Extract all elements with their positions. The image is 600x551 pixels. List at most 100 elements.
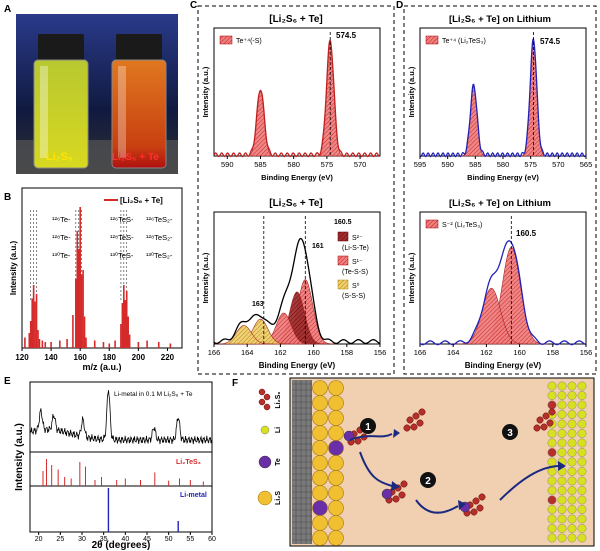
li2s-sphere [328, 425, 344, 441]
arrow-step-1-head [393, 429, 400, 438]
lithium-atom [567, 448, 577, 457]
li2s-sphere [312, 485, 328, 501]
panel-c-top-legend-swatch [219, 35, 233, 45]
x-tick-label: 580 [287, 160, 300, 169]
sulfur-atom [533, 424, 541, 432]
panel-c-letter: C [190, 0, 197, 11]
panel-b-tes2-130: ¹³⁰TeS₂- [146, 251, 173, 260]
x-tick-label: 156 [580, 348, 593, 357]
panel-d-letter: D [396, 0, 403, 11]
panel-c-top-title: [Li₂S₆ + Te] [269, 14, 323, 25]
panel-c-top-ylabel: Intensity (a.u.) [201, 66, 210, 117]
panel-d-top-ticks: 595 590 585 580 575 570 565 [414, 156, 593, 169]
panel-b-ylabel: Intensity (a.u.) [9, 241, 18, 296]
x-tick-label: 158 [341, 348, 354, 357]
step-3-number: 3 [507, 428, 513, 439]
li2s-sphere [312, 440, 328, 456]
panel-c-bottom-title: [Li₂S₆ + Te] [269, 198, 323, 209]
envelope-line [213, 237, 381, 345]
lithium-atom [567, 467, 577, 476]
x-tick-label: 120 [15, 353, 29, 362]
envelope-line [419, 240, 587, 346]
panel-d: D [Li₂S₆ + Te] on Lithium Te⁺⁴ (Li₂TeS₃)… [396, 0, 597, 375]
vial-right-cap [116, 34, 162, 60]
panel-d-top-peak-label: 574.5 [540, 37, 561, 46]
x-tick-label: 585 [254, 160, 267, 169]
li2s-sphere [312, 380, 328, 396]
x-tick-label: 166 [208, 348, 221, 357]
lithium-atom [567, 533, 577, 543]
sulfur-atom [546, 419, 554, 427]
te-atom [312, 500, 328, 516]
lithium-atom [547, 505, 557, 514]
sulfur-atom [410, 423, 418, 431]
lithium-atom [557, 419, 567, 429]
panel-b-letter: B [4, 192, 11, 203]
x-tick-label: 30 [78, 536, 86, 543]
lithium-atom [557, 533, 567, 543]
step-2-number: 2 [425, 476, 431, 487]
lithium-atom [577, 505, 587, 514]
sulfur-atom [406, 416, 414, 424]
x-tick-label: 160 [307, 348, 320, 357]
lithium-atom [567, 505, 577, 514]
x-tick-label: 35 [100, 536, 108, 543]
vial-left-glare [40, 66, 48, 158]
lithium-atom [577, 400, 587, 410]
lithium-atom [567, 419, 577, 429]
li2s-sphere [312, 455, 328, 471]
arrow-step-3-head [558, 461, 566, 471]
x-tick-label: 570 [552, 160, 565, 169]
lithium-atom [547, 533, 557, 543]
x-tick-label: 40 [121, 536, 129, 543]
lithium-atom [577, 381, 587, 391]
li2s-sphere [328, 380, 344, 396]
panel-c-top-ticks: 590 585 580 575 570 [221, 156, 366, 169]
lithium-atom [567, 381, 577, 391]
panel-d-top-title: [Li₂S₆ + Te] on Lithium [449, 14, 551, 25]
lithium-atom [557, 429, 567, 438]
lithium-atom [557, 438, 567, 448]
x-tick-label: 156 [374, 348, 387, 357]
x-tick-label: 565 [580, 160, 593, 169]
lithium-atom [557, 514, 567, 524]
li2s-sphere [312, 530, 328, 546]
panel-b-x-ticks: 120 140 160 180 200 220 [15, 348, 175, 362]
panel-d-top-ylabel: Intensity (a.u.) [407, 66, 416, 117]
x-tick-label: 180 [103, 353, 117, 362]
li2s-layer [312, 380, 344, 546]
x-tick-label: 590 [441, 160, 454, 169]
step-1-number: 1 [365, 422, 371, 433]
legend-s2-swatch [337, 231, 349, 242]
lithium-atom [577, 514, 587, 524]
x-tick-label: 25 [56, 536, 64, 543]
panel-c-bottom-plot [213, 216, 381, 345]
li2s-sphere [328, 410, 344, 426]
lithium-atom [547, 429, 557, 438]
lithium-atom [577, 419, 587, 429]
lithium-atom [577, 524, 587, 533]
x-tick-label: 20 [35, 536, 43, 543]
lithium-atom [547, 381, 557, 391]
lithium-atom [577, 486, 587, 495]
panel-b-tes-130: ¹³⁰TeS- [110, 251, 134, 260]
sulfur-atom [548, 408, 556, 416]
lithium-atom [577, 495, 587, 505]
vial-left [33, 59, 89, 169]
vial-right [111, 59, 167, 169]
panel-b-tes-128: ¹²⁸TeS- [110, 233, 134, 242]
panel-e: E Li-metal in 0.1 M Li₂S₆ + Te Li₂TeS₃ L… [4, 376, 216, 551]
envelope-line [213, 39, 380, 158]
lithium-atom [567, 429, 577, 438]
legend-te-label: Te [275, 458, 282, 466]
lithium-atom [567, 391, 577, 400]
x-tick-label: 166 [414, 348, 427, 357]
vial-left-label: Li₂S₆ [46, 151, 73, 163]
vial-left-cap [38, 34, 84, 60]
x-tick-label: 160 [74, 353, 88, 362]
x-tick-label: 50 [165, 536, 173, 543]
legend-li2s6-atom [263, 393, 271, 401]
legend-li2s6-label: Li₂S₆ [275, 391, 282, 408]
sulfur-atom [472, 497, 480, 505]
